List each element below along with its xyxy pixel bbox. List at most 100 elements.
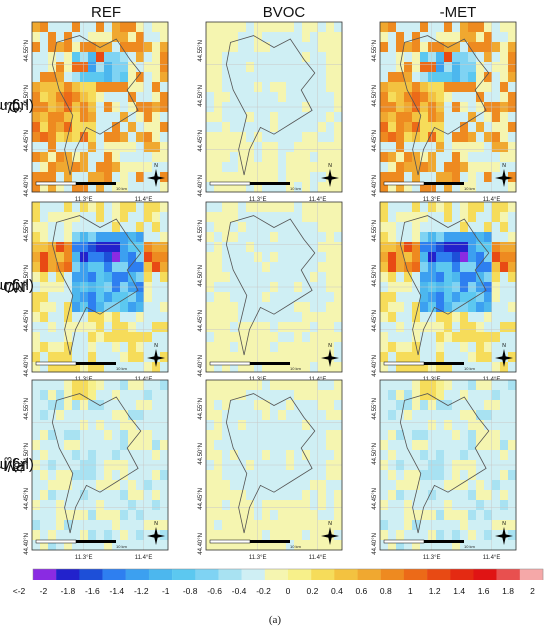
map-cell	[302, 122, 311, 133]
map-cell	[492, 32, 501, 43]
map-cell	[246, 32, 255, 43]
map-cell	[396, 322, 405, 333]
colorbar-segment	[79, 569, 103, 580]
map-cell	[136, 172, 145, 183]
map-cell	[104, 172, 113, 183]
map-cell	[48, 352, 57, 363]
map-cell	[396, 52, 405, 63]
map-cell	[302, 182, 311, 193]
map-cell	[294, 32, 303, 43]
map-cell	[222, 72, 231, 83]
map-cell	[270, 332, 279, 343]
map-cell	[428, 72, 437, 83]
map-cell	[112, 510, 121, 521]
scale-bar-black	[250, 362, 290, 365]
map-cell	[144, 32, 153, 43]
map-cell	[160, 530, 169, 541]
map-cell	[262, 122, 271, 133]
map-cell	[96, 272, 105, 283]
map-cell	[436, 52, 445, 63]
map-cell	[48, 222, 57, 233]
map-cell	[136, 510, 145, 521]
map-cell	[396, 242, 405, 253]
map-cell	[412, 510, 421, 521]
map-cell	[222, 262, 231, 273]
map-cell	[88, 292, 97, 303]
map-cell	[40, 322, 49, 333]
map-cell	[72, 222, 81, 233]
map-cell	[230, 22, 239, 33]
map-cell	[262, 410, 271, 421]
panel-frame	[31, 379, 169, 551]
lat-tick-label: 44.40°N	[372, 533, 378, 555]
map-cell	[104, 322, 113, 333]
map-cell	[444, 262, 453, 273]
map-cell	[492, 390, 501, 401]
map-cell	[206, 132, 215, 143]
map-cell	[380, 380, 389, 391]
map-cell	[460, 352, 469, 363]
map-cell	[104, 430, 113, 441]
map-cell	[238, 470, 247, 481]
map-cell	[436, 62, 445, 73]
map-cell	[112, 480, 121, 491]
colorbar-tick-label: -1.4	[109, 586, 125, 596]
map-cell	[460, 342, 469, 353]
map-cell	[104, 272, 113, 283]
map-cell	[128, 302, 137, 313]
map-cell	[508, 430, 517, 441]
map-cell	[310, 480, 319, 491]
map-cell	[492, 470, 501, 481]
map-cell	[286, 92, 295, 103]
map-cell	[48, 42, 57, 53]
map-cell	[420, 52, 429, 63]
map-cell	[302, 362, 311, 373]
map-cell	[436, 430, 445, 441]
map-cell	[334, 332, 343, 343]
map-cell	[104, 132, 113, 143]
map-cell	[144, 352, 153, 363]
map-cell	[286, 272, 295, 283]
lat-tick-label: 44.40°N	[372, 355, 378, 377]
map-cell	[128, 62, 137, 73]
map-cell	[318, 302, 327, 313]
map-cell	[120, 62, 129, 73]
map-cell	[136, 92, 145, 103]
map-cell	[144, 172, 153, 183]
map-cell	[230, 72, 239, 83]
map-cell	[412, 132, 421, 143]
map-cell	[326, 312, 335, 323]
map-cell	[40, 42, 49, 53]
map-cell	[310, 470, 319, 481]
map-cell	[136, 362, 145, 373]
map-cell	[238, 410, 247, 421]
map-cell	[64, 112, 73, 123]
map-cell	[428, 490, 437, 501]
map-cell	[404, 500, 413, 511]
map-cell	[214, 182, 223, 193]
map-cell	[412, 82, 421, 93]
map-cell	[428, 52, 437, 63]
map-cell	[206, 332, 215, 343]
map-cell	[56, 132, 65, 143]
map-cell	[278, 222, 287, 233]
map-cell	[222, 182, 231, 193]
map-cell	[48, 480, 57, 491]
map-cell	[246, 172, 255, 183]
map-cell	[484, 450, 493, 461]
map-cell	[452, 162, 461, 173]
map-cell	[460, 380, 469, 391]
map-cell	[396, 500, 405, 511]
lon-tick-label: 11.3°E	[75, 197, 93, 203]
map-cell	[56, 62, 65, 73]
colorbar-tick-label: 0.8	[379, 586, 392, 596]
map-cell	[254, 490, 263, 501]
map-cell	[152, 450, 161, 461]
map-cell	[420, 232, 429, 243]
map-cell	[160, 152, 169, 163]
map-cell	[206, 500, 215, 511]
map-cell	[460, 112, 469, 123]
map-cell	[80, 72, 89, 83]
map-cell	[412, 540, 421, 551]
map-cell	[246, 52, 255, 63]
